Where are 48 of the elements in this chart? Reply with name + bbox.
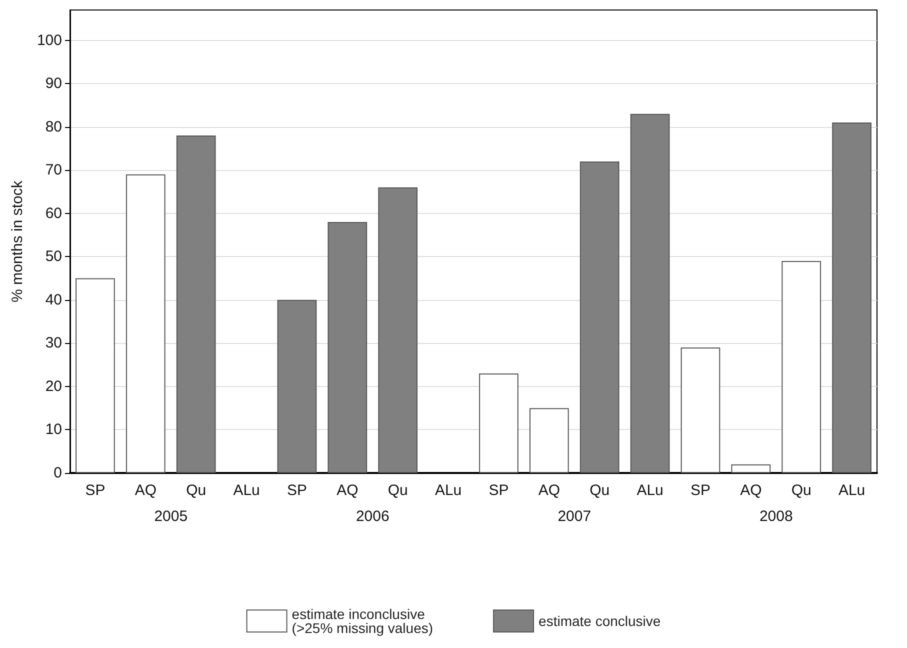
y-tick-label: 100 — [36, 32, 62, 49]
x-tick-label: SP — [488, 482, 509, 499]
x-tick-label: SP — [690, 482, 710, 499]
y-tick-label: 70 — [45, 162, 62, 179]
y-tick-label: 40 — [45, 291, 62, 308]
text: 2007 — [558, 508, 592, 525]
bar — [782, 260, 822, 473]
x-tick-label: Qu — [186, 482, 206, 499]
x-tick-label: ALu — [636, 482, 664, 499]
legend-label: estimate inconclusive (>25% missing values) — [292, 606, 434, 636]
x-tick-label: ALu — [434, 482, 462, 499]
bar — [126, 174, 166, 473]
x-tick-label: SP — [286, 482, 307, 499]
y-tick-label: 60 — [45, 204, 62, 222]
y-tick-label: 20 — [45, 378, 62, 395]
y-tick-label: 80 — [45, 118, 62, 136]
x-tick-label: SP — [85, 482, 106, 499]
y-tick-label: 30 — [45, 334, 62, 352]
bar — [529, 408, 569, 473]
bar — [479, 373, 518, 473]
bar — [277, 300, 317, 473]
x-tick-label: Qu — [590, 482, 610, 499]
bar — [328, 222, 368, 473]
x-tick-label: Qu — [388, 482, 408, 499]
x-tick-label: Qu — [791, 482, 812, 499]
y-tick-label: 90 — [45, 75, 62, 92]
text: 2008 — [759, 508, 793, 525]
y-tick-label: 50 — [45, 248, 62, 266]
x-tick-label: AQ — [538, 482, 560, 499]
x-tick-label: AQ — [740, 482, 762, 499]
bar — [680, 348, 720, 473]
bar — [731, 464, 771, 473]
bar — [378, 187, 418, 473]
bar — [630, 114, 670, 473]
text: 2006 — [356, 508, 390, 525]
text: 2005 — [154, 508, 188, 525]
bar — [176, 135, 216, 473]
y-axis-title: % months in stock — [9, 180, 26, 302]
y-tick-label: 10 — [45, 421, 62, 438]
bar — [580, 161, 620, 473]
x-tick-label: ALu — [233, 482, 260, 499]
bar — [832, 122, 872, 473]
x-tick-label: ALu — [838, 482, 866, 499]
legend-label: estimate conclusive — [538, 613, 661, 629]
bar — [76, 278, 115, 473]
x-tick-label: AQ — [336, 482, 358, 499]
x-tick-label: AQ — [134, 482, 156, 499]
y-tick-label: 0 — [54, 464, 62, 482]
